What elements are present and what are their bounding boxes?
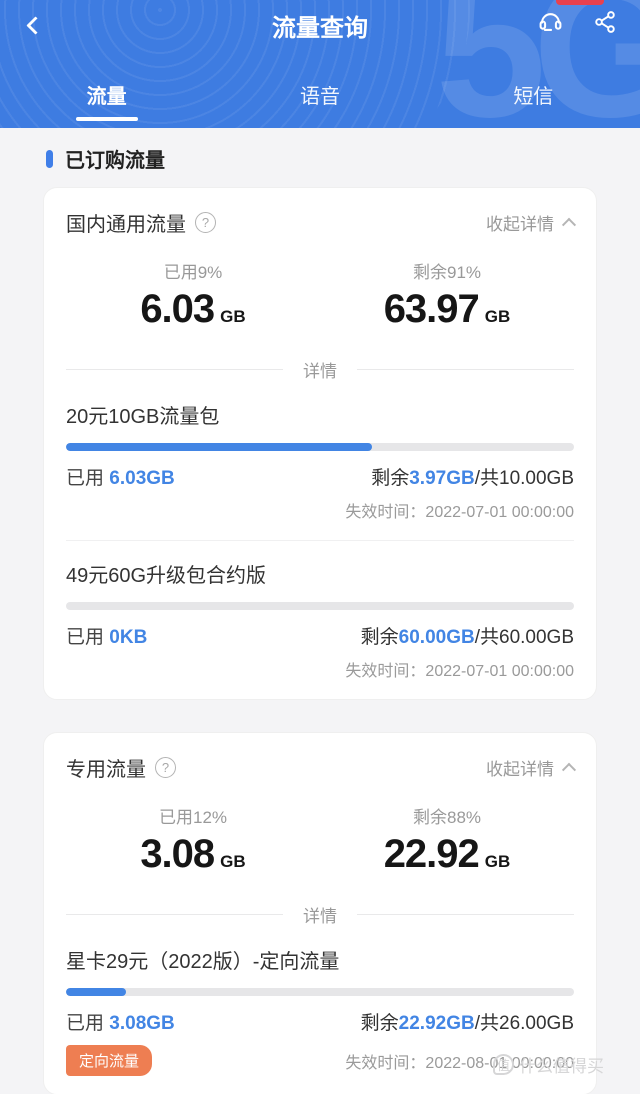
detail-divider: 详情 [66, 903, 574, 926]
tab-bar: 流量 语音 短信 [0, 74, 640, 128]
progress-fill [66, 988, 126, 996]
collapse-label: 收起详情 [486, 759, 554, 779]
expire-time: 失效时间：2022-08-01 00:00:00 [345, 1054, 574, 1072]
package-item: 20元10GB流量包 已用 6.03GB 剩余3.97GB/共10.00GB 失… [66, 380, 574, 541]
tab-data-label: 流量 [86, 86, 127, 108]
card-header: 专用流量 ? 收起详情 [66, 753, 577, 781]
detail-divider: 详情 [66, 358, 574, 381]
progress-bar [66, 602, 574, 610]
card-header: 国内通用流量 ? 收起详情 [66, 208, 577, 236]
header-icons [537, 8, 618, 35]
header-top-bar: 流量查询 [0, 0, 640, 48]
usage-stats: 已用12% 3.08 GB 剩余88% 22.92 GB [66, 803, 574, 877]
package-name: 49元60G升级包合约版 [66, 565, 267, 587]
package-item: 星卡29元（2022版）-定向流量 已用 3.08GB 剩余22.92GB/共2… [66, 925, 574, 1076]
tab-sms-label: 短信 [513, 86, 554, 108]
chevron-up-icon [561, 217, 577, 232]
smzdm-watermark: 值 什么值得买 [493, 1052, 604, 1077]
general-data-card: 国内通用流量 ? 收起详情 已用9% 6.03 GB 剩余91% 63.97 GB [43, 187, 597, 700]
content: 已订购流量 国内通用流量 ? 收起详情 已用9% 6.03 GB [0, 128, 640, 1094]
smzdm-logo-icon: 值 [493, 1054, 514, 1075]
section-header: 已订购流量 [46, 144, 597, 173]
collapse-label: 收起详情 [486, 214, 554, 234]
help-icon[interactable]: ? [195, 211, 216, 233]
app-header: 5G 流量查询 [0, 0, 640, 128]
used-stat: 已用12% 3.08 GB [140, 808, 246, 876]
package-name: 星卡29元（2022版）-定向流量 [66, 951, 340, 973]
tab-data[interactable]: 流量 [0, 74, 213, 128]
share-icon[interactable] [592, 9, 618, 35]
usage-stats: 已用9% 6.03 GB 剩余91% 63.97 GB [66, 258, 574, 332]
section-marker [46, 149, 53, 168]
remain-stat: 剩余88% 22.92 GB [383, 808, 511, 876]
help-icon[interactable]: ? [155, 756, 176, 778]
page-title: 流量查询 [272, 15, 368, 42]
collapse-toggle[interactable]: 收起详情 [486, 755, 577, 780]
customer-service-icon[interactable] [537, 8, 564, 35]
expire-time: 失效时间：2022-07-01 00:00:00 [345, 663, 574, 680]
progress-bar [66, 988, 574, 996]
dedicated-data-card: 专用流量 ? 收起详情 已用12% 3.08 GB 剩余88% 22.92 GB [43, 732, 597, 1094]
tab-voice[interactable]: 语音 [213, 74, 426, 128]
recording-indicator [556, 0, 604, 5]
package-item: 49元60G升级包合约版 已用 0KB 剩余60.00GB/共60.00GB 失… [66, 541, 574, 681]
back-button[interactable] [20, 10, 50, 40]
directed-traffic-badge: 定向流量 [66, 1045, 153, 1076]
section-title: 已订购流量 [65, 150, 165, 172]
tab-sms[interactable]: 短信 [427, 74, 640, 128]
package-name: 20元10GB流量包 [66, 406, 220, 428]
smzdm-watermark-text: 什么值得买 [519, 1057, 604, 1076]
remain-stat: 剩余91% 63.97 GB [383, 263, 511, 331]
expire-time: 失效时间：2022-07-01 00:00:00 [345, 504, 574, 521]
tab-voice-label: 语音 [299, 86, 340, 108]
chevron-left-icon [25, 15, 45, 35]
progress-fill [66, 443, 373, 451]
collapse-toggle[interactable]: 收起详情 [486, 210, 577, 235]
chevron-up-icon [561, 762, 577, 777]
used-stat: 已用9% 6.03 GB [140, 263, 246, 331]
card-title: 国内通用流量 [66, 213, 186, 236]
card-title: 专用流量 [66, 758, 146, 781]
active-tab-underline [75, 117, 138, 121]
progress-bar [66, 443, 574, 451]
